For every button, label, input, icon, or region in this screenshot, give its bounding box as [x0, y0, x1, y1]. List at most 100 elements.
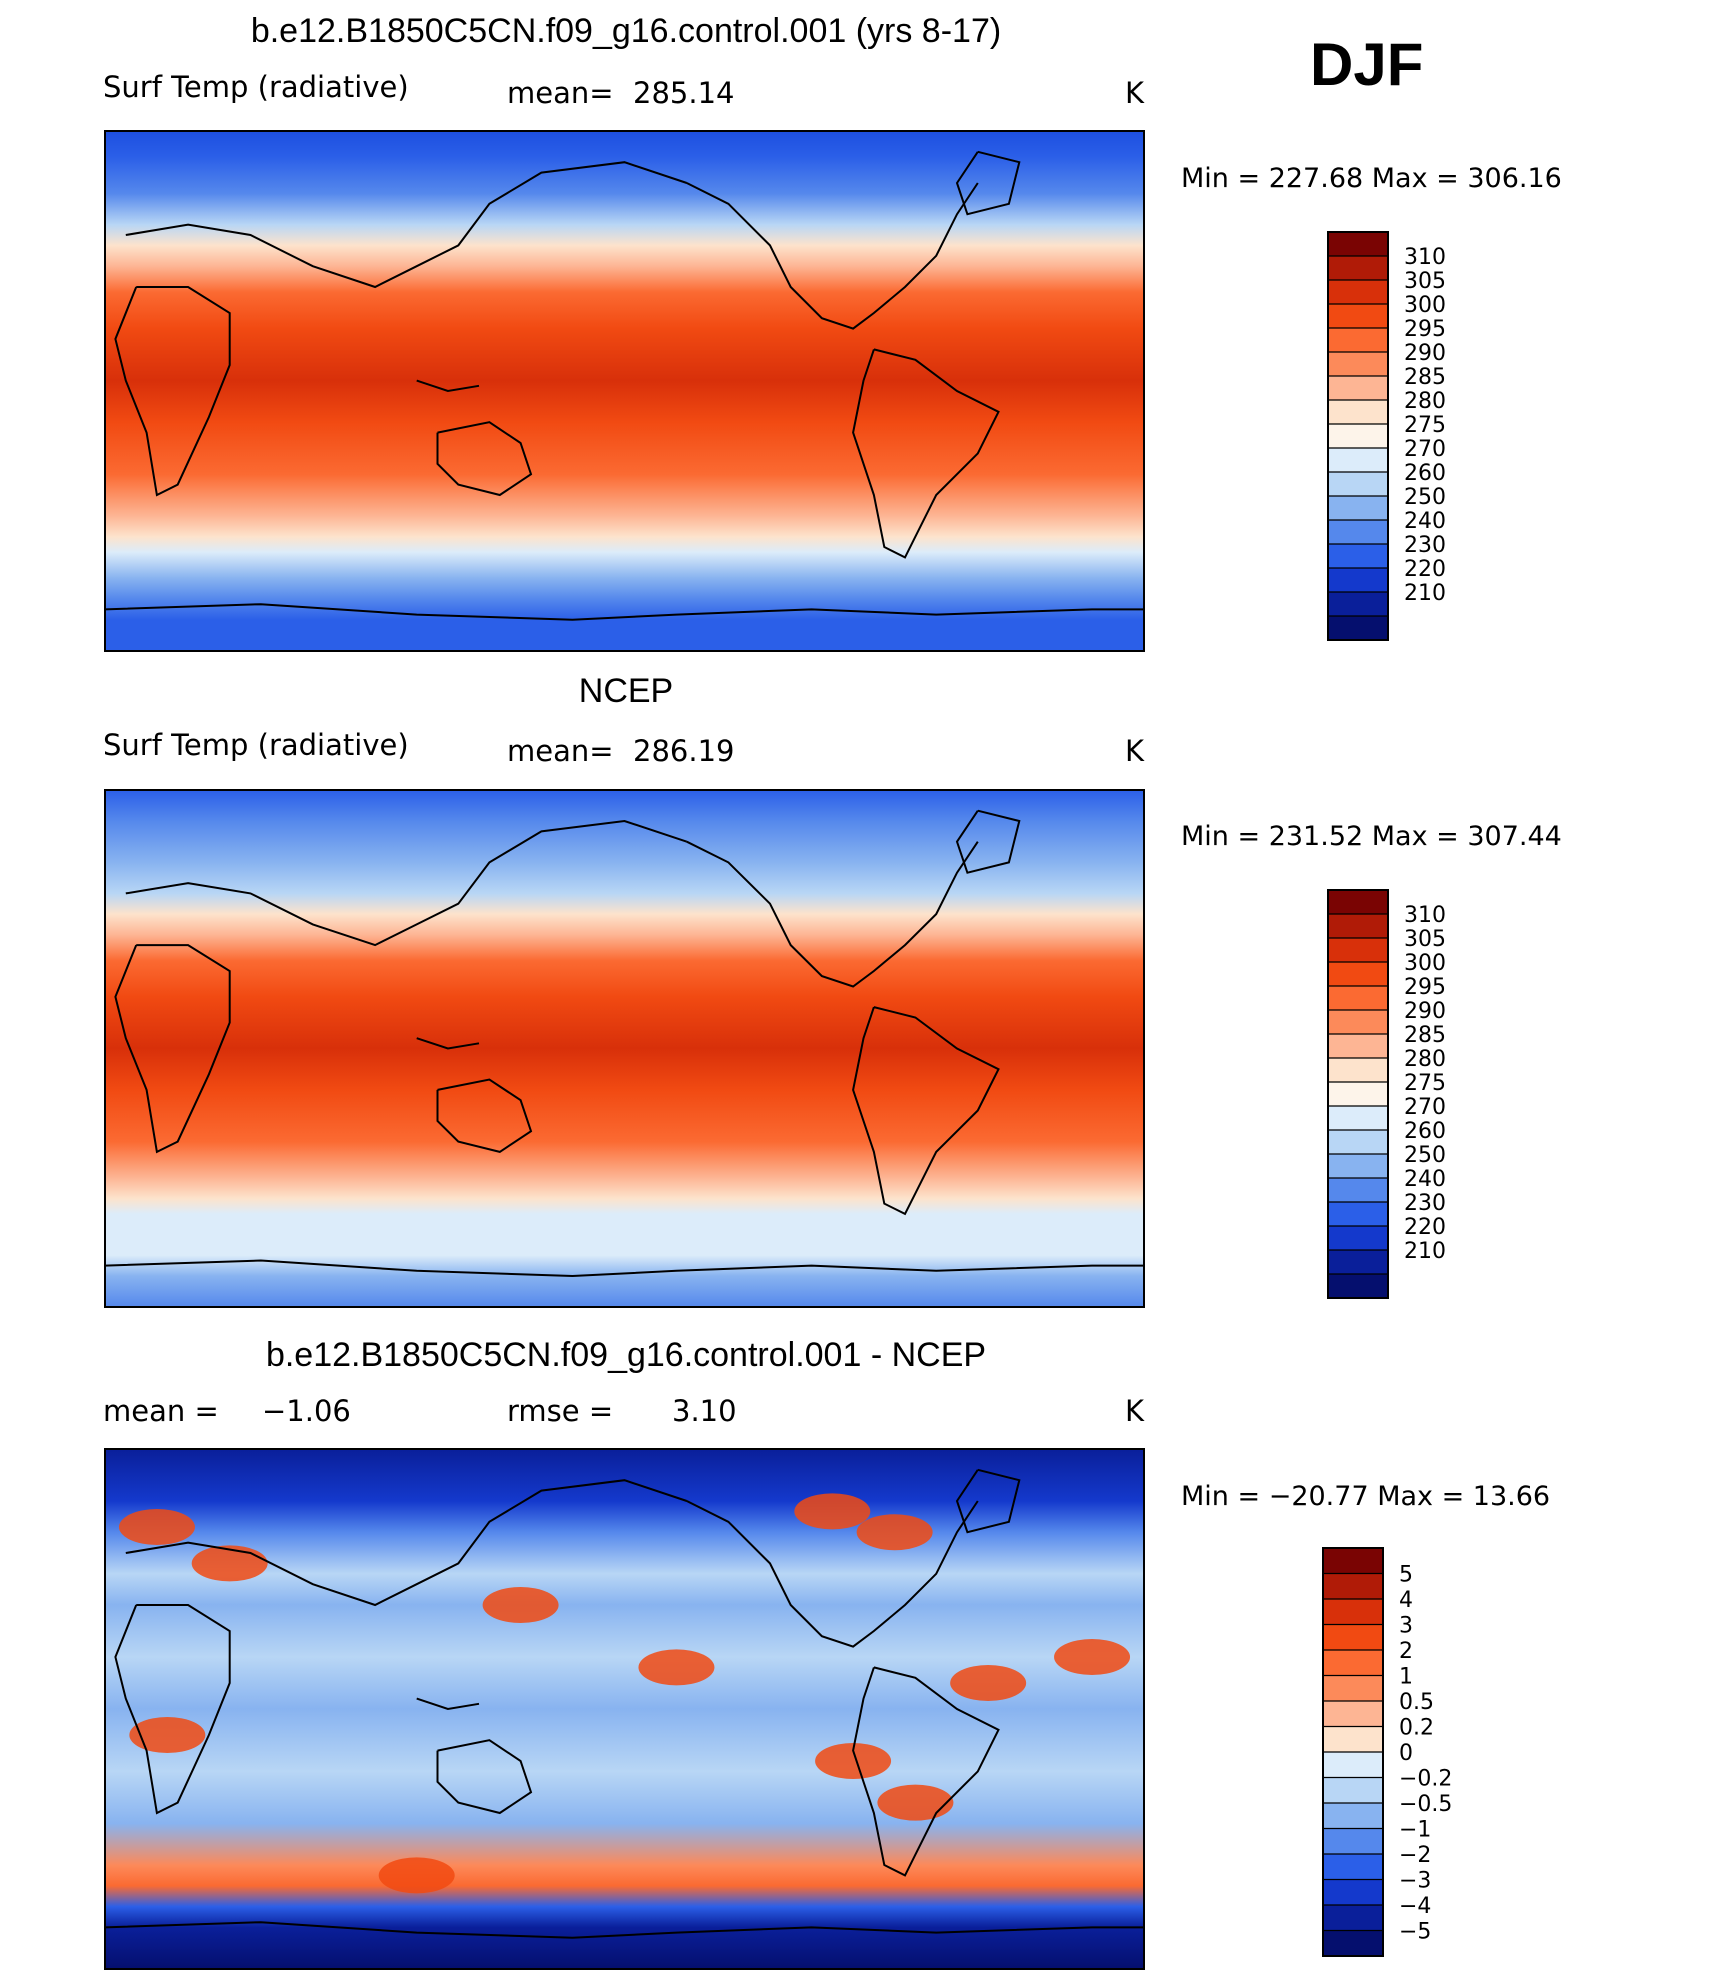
panel2-colorbar-segment	[1328, 1106, 1388, 1131]
panel2-colorbar-label: 275	[1404, 1071, 1446, 1096]
panel3-warm-anomaly	[638, 1649, 715, 1686]
panel3-mean-value: −1.06	[262, 1394, 351, 1428]
panel3-colorbar-label: 0	[1399, 1741, 1413, 1766]
panel2-coastline	[436, 1078, 533, 1153]
panel3-coastline	[955, 1468, 1021, 1534]
panel1-colorbar-segment	[1328, 472, 1388, 497]
panel2-colorbar-segment	[1328, 962, 1388, 987]
panel3-colorbar-segment	[1323, 1930, 1383, 1957]
panel3-colorbar-segment	[1323, 1879, 1383, 1906]
panel2-colorbar-segment	[1328, 914, 1388, 939]
panel3-colorbar-segment	[1323, 1752, 1383, 1778]
panel3-warm-anomaly	[378, 1857, 455, 1894]
panel2-minmax: Min = 231.52 Max = 307.44	[1181, 821, 1562, 852]
panel3-colorbar-segment	[1323, 1548, 1383, 1574]
panel1-colorbar-segment	[1328, 616, 1388, 641]
panel1-title: b.e12.B1850C5CN.f09_g16.control.001 (yrs…	[250, 12, 1002, 50]
panel2-colorbar-label: 280	[1404, 1047, 1446, 1072]
panel2-coastline	[852, 1006, 1000, 1216]
panel1-colorbar-segment	[1328, 544, 1388, 569]
panel3-colorbar-label: 5	[1399, 1563, 1413, 1588]
panel3-colorbar-segment	[1323, 1573, 1383, 1600]
panel2-coastline	[114, 944, 231, 1154]
panel2-colorbar-label: 310	[1404, 903, 1446, 928]
panel1-colorbar-segment	[1328, 496, 1388, 521]
panel1-colorbar-segment	[1328, 256, 1388, 281]
panel3-colorbar-segment	[1323, 1905, 1383, 1931]
panel3-warm-anomaly	[191, 1545, 268, 1582]
panel1-colorbar-label: 250	[1404, 485, 1446, 510]
panel1-colorbar-label: 240	[1404, 509, 1446, 534]
panel2-variable: Surf Temp (radiative)	[103, 728, 409, 762]
panel3-warm-anomaly	[877, 1784, 954, 1821]
panel1-units: K	[1125, 76, 1145, 110]
panel2-title: NCEP	[578, 672, 674, 710]
panel3-colorbar-label: 0.2	[1399, 1716, 1434, 1741]
panel1-colorbar-segment	[1328, 568, 1388, 593]
panel1-coastline	[416, 379, 480, 393]
panel3-coastline	[125, 1479, 688, 1607]
panel2-colorbar-label: 210	[1404, 1239, 1446, 1264]
panel1-colorbar-label: 280	[1404, 389, 1446, 414]
panel3-warm-anomaly	[815, 1743, 892, 1779]
panel2-colorbar-label: 270	[1404, 1095, 1446, 1120]
panel1-coastline	[104, 603, 1144, 621]
panel3-colorbar-label: −2	[1399, 1843, 1431, 1868]
panel3-colorbar-label: 4	[1399, 1588, 1413, 1613]
panel3-warm-anomaly	[129, 1717, 206, 1753]
panel1-colorbar-label: 300	[1404, 293, 1446, 318]
panel3-colorbar-label: 3	[1399, 1614, 1413, 1639]
panel1-colorbar-label: 305	[1404, 269, 1446, 294]
panel2-colorbar-segment	[1328, 1082, 1388, 1107]
panel3-rmse-label: rmse =	[507, 1394, 614, 1428]
panel3-colorbar-segment	[1323, 1803, 1383, 1829]
panel2-coastline	[955, 809, 1021, 874]
panel3-colorbar-label: 1	[1399, 1665, 1413, 1690]
panel3-colorbar-border	[1322, 1547, 1384, 1957]
panel2-colorbar-label: 295	[1404, 975, 1446, 1000]
panel2-colorbar-segment	[1328, 1034, 1388, 1059]
panel2-colorbar-segment	[1328, 986, 1388, 1011]
panel3-units: K	[1125, 1394, 1145, 1428]
panel2-colorbar-label: 285	[1404, 1023, 1446, 1048]
panel3-colorbar-label: −0.2	[1399, 1767, 1452, 1792]
panel1-colorbar-label: 290	[1404, 341, 1446, 366]
panel1-colorbar-label: 295	[1404, 317, 1446, 342]
panel3-colorbar-segment	[1323, 1701, 1383, 1727]
panel2-coastline	[686, 840, 979, 988]
panel3-colorbar-segment	[1323, 1675, 1383, 1702]
panel3-colorbar-label: 2	[1399, 1639, 1413, 1664]
panel3-warm-anomaly	[118, 1509, 195, 1545]
panel1-coastline	[686, 182, 979, 330]
panel1-coastline	[852, 348, 1000, 559]
panel2-colorbar-label: 300	[1404, 951, 1446, 976]
panel1-colorbar-label: 275	[1404, 413, 1446, 438]
panel3-colorbar-segment	[1323, 1726, 1383, 1753]
panel2-colorbar-segment	[1328, 1130, 1388, 1155]
panel1-coastline	[436, 421, 533, 497]
panel3-map-field	[105, 1449, 1144, 1969]
panel2-coastline	[125, 819, 688, 947]
panel1-colorbar-segment	[1328, 520, 1388, 545]
panel3-coastline	[416, 1697, 480, 1711]
panel2-colorbar-segment	[1328, 1202, 1388, 1227]
panel3-colorbar-segment	[1323, 1650, 1383, 1676]
panel2-map-border	[104, 789, 1145, 1308]
panel3-map-border	[104, 1448, 1145, 1970]
panel3-colorbar-segment	[1323, 1854, 1383, 1880]
panel3-coastline	[104, 1921, 1144, 1939]
panel2-colorbar-segment	[1328, 1178, 1388, 1203]
panel3-colorbar-label: −1	[1399, 1818, 1431, 1843]
panel2-colorbar-label: 260	[1404, 1119, 1446, 1144]
panel1-colorbar-label: 270	[1404, 437, 1446, 462]
panel1-colorbar-segment	[1328, 304, 1388, 329]
panel2-colorbar-label: 290	[1404, 999, 1446, 1024]
panel1-colorbar-label: 310	[1404, 245, 1446, 270]
panel1-colorbar-label: 220	[1404, 557, 1446, 582]
panel1-colorbar-segment	[1328, 424, 1388, 449]
panel2-colorbar-segment	[1328, 1058, 1388, 1083]
panel3-colorbar-label: −5	[1399, 1920, 1431, 1945]
panel2-colorbar-border	[1327, 889, 1389, 1299]
panel3-colorbar-label: −3	[1399, 1869, 1431, 1894]
